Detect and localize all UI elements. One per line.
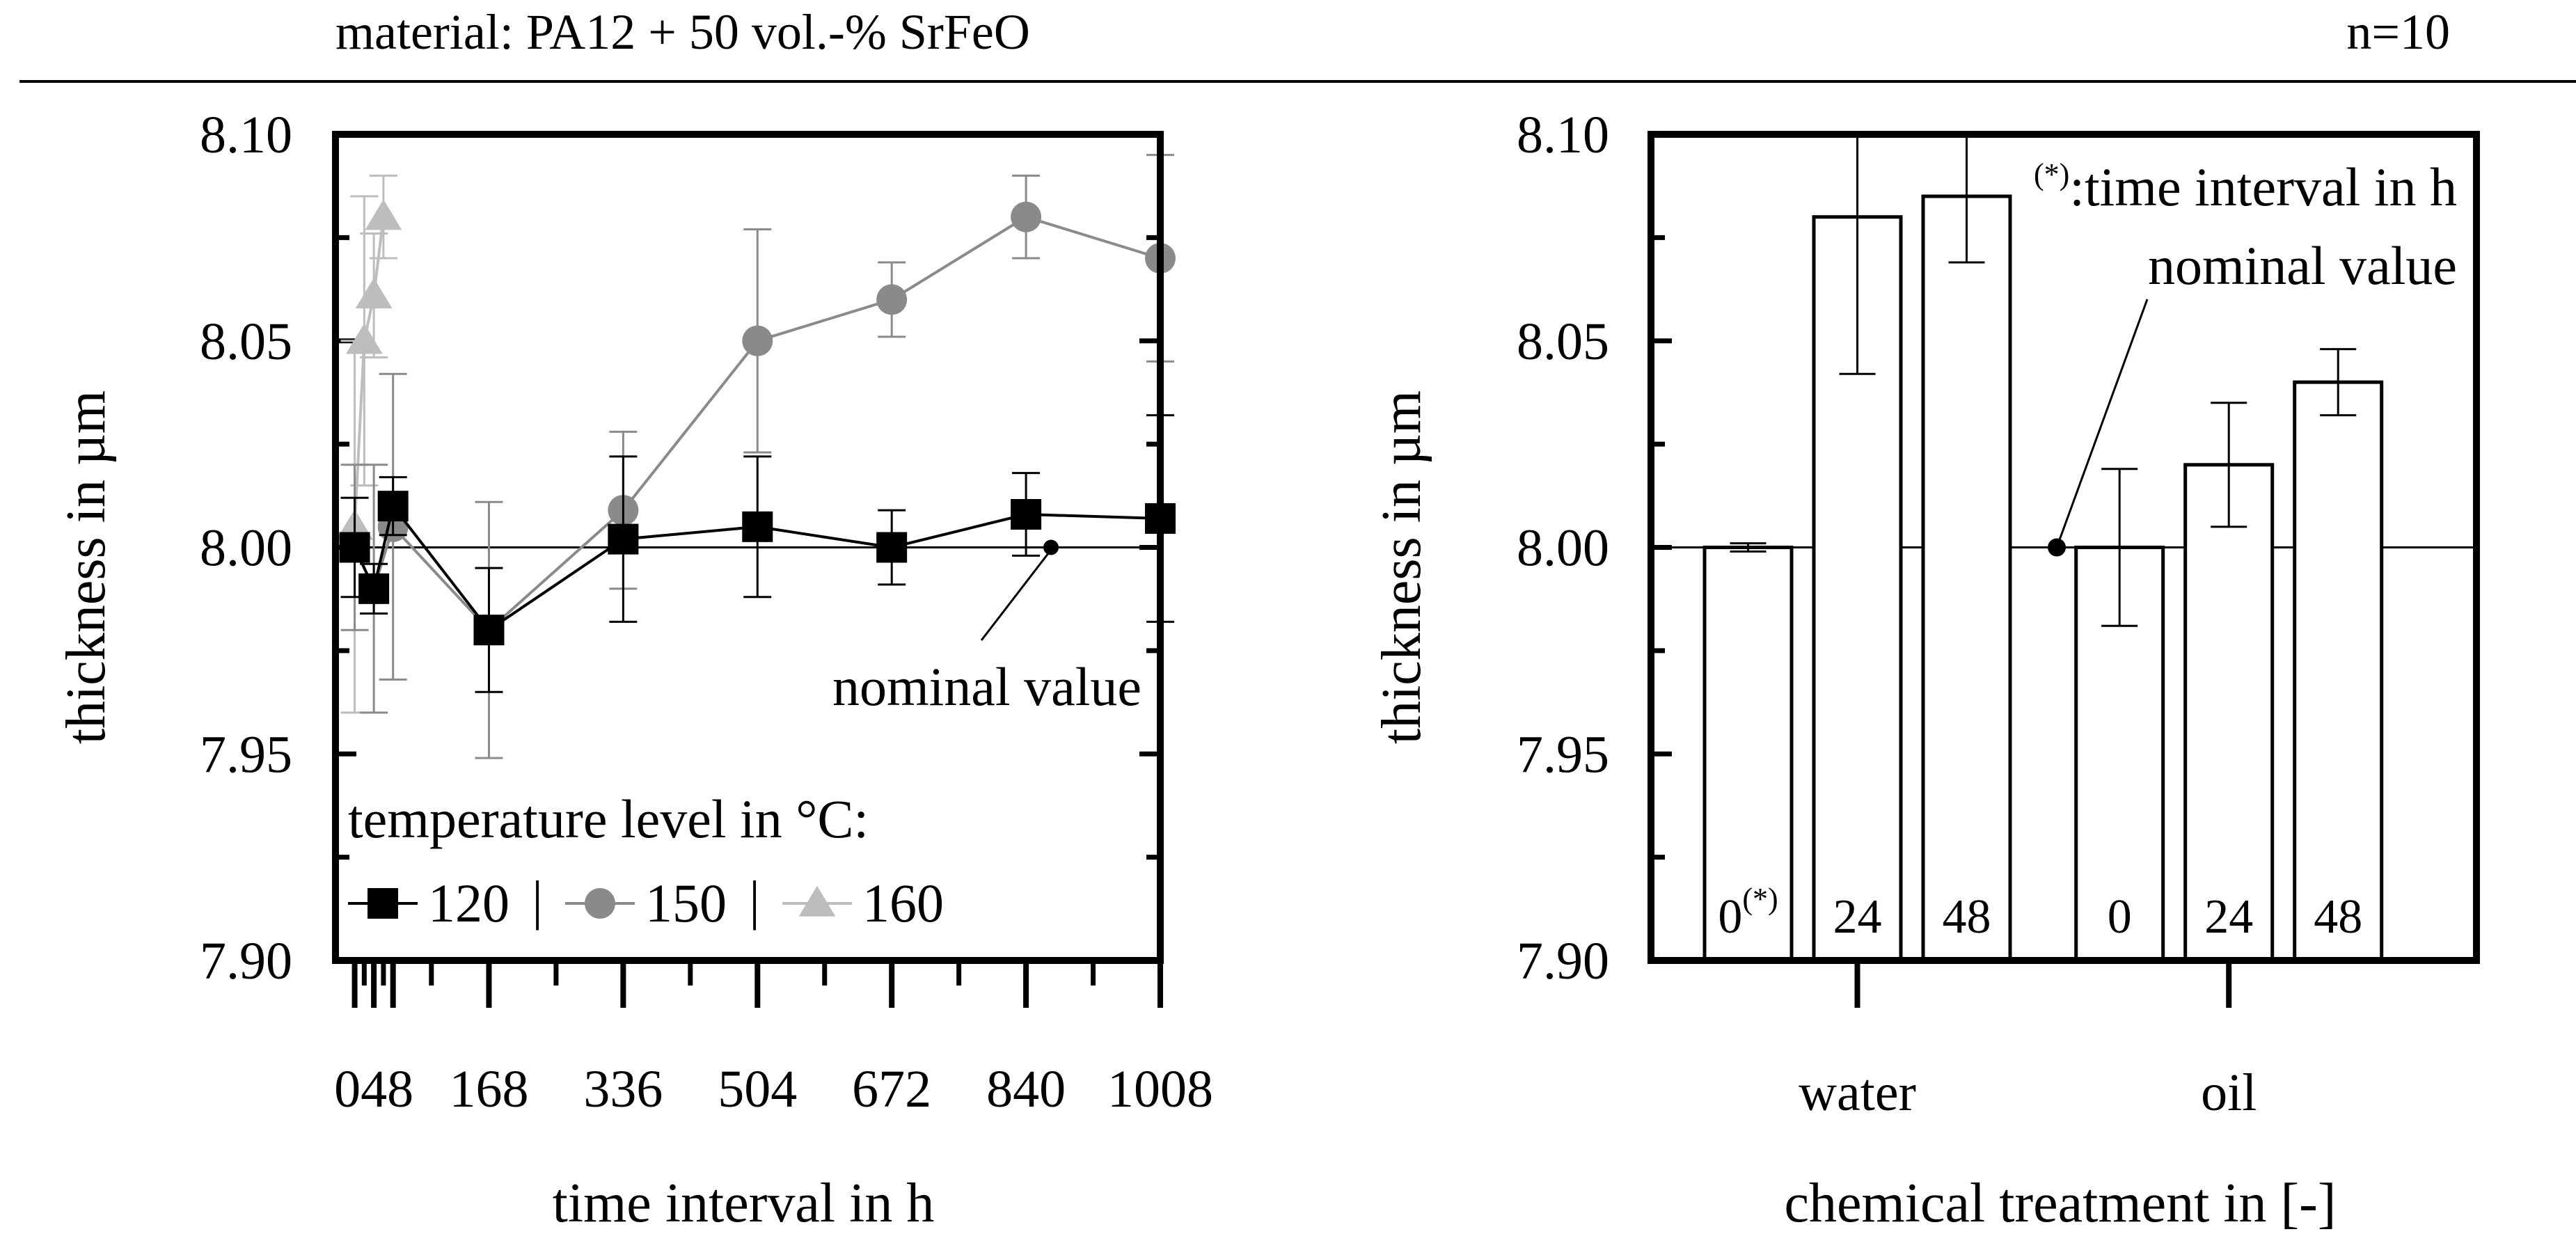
right-nominal-dot	[2048, 538, 2066, 557]
series-150-point	[742, 325, 773, 356]
left-x-tick-label: 168	[449, 1060, 528, 1118]
bar-water-48	[1921, 194, 2012, 963]
legend-160-label: 160	[862, 873, 944, 933]
bar-label: 48	[1943, 890, 1991, 944]
left-y-tick-label: 7.95	[200, 725, 292, 784]
bar-label: 0(*)	[1718, 882, 1778, 944]
bar-label-value: 48	[1943, 890, 1991, 944]
annotation-asterisk: (*)	[2034, 157, 2069, 191]
right-y-tick-label: 8.00	[1517, 519, 1609, 578]
left-plot-frame	[332, 131, 1164, 964]
left-x-tick-label: 048	[334, 1060, 413, 1118]
right-x-group-label: water	[1799, 1063, 1916, 1122]
bar-label-value: 0	[2108, 890, 2132, 944]
series-120-point	[1011, 499, 1042, 530]
left-x-tick-label: 840	[986, 1060, 1066, 1118]
legend-150-label: 150	[645, 873, 727, 933]
left-y-tick-label: 7.90	[200, 932, 292, 990]
bar-label: 48	[2314, 890, 2362, 944]
right-y-tick-label: 8.10	[1517, 106, 1609, 164]
left-x-tick-label: 672	[852, 1060, 931, 1118]
left-nominal-label: nominal value	[832, 656, 1141, 717]
legend-separator: |	[749, 870, 760, 931]
series-150-point	[1011, 201, 1042, 232]
legend-separator: |	[532, 870, 543, 931]
bar-label: 24	[2204, 890, 2253, 944]
right-nominal-pointer	[2055, 299, 2149, 548]
bar-label: 0	[2108, 890, 2132, 944]
left-x-tick-label: 336	[583, 1060, 663, 1118]
left-legend-title: temperature level in °C:	[348, 789, 869, 849]
bar-oil-24	[2183, 463, 2275, 963]
left-x-axis-title: time interval in h	[553, 1173, 935, 1234]
right-x-axis-title: chemical treatment in [-]	[1785, 1173, 2337, 1234]
annotation-text: :time interval in h	[2069, 157, 2457, 217]
series-120-point	[876, 532, 908, 563]
left-x-tick-label: 504	[718, 1060, 797, 1118]
bar-label-value: 24	[1833, 890, 1882, 944]
left-x-tick-label: 1008	[1107, 1060, 1213, 1118]
series-150-point	[876, 284, 908, 315]
bar-label-value: 0	[1718, 890, 1742, 944]
series-120-point	[473, 615, 505, 646]
series-120-point	[339, 532, 370, 563]
left-y-tick-label: 8.10	[200, 106, 292, 164]
left-nominal-pointer	[980, 549, 1052, 641]
left-y-tick-label: 8.00	[200, 519, 292, 578]
series-160-point	[365, 199, 402, 230]
legend-120-marker	[368, 888, 398, 919]
bar-label-value: 24	[2204, 890, 2253, 944]
legend-120-label: 120	[428, 873, 509, 933]
left-nominal-dot	[1043, 539, 1059, 555]
left-y-tick-label: 8.05	[200, 312, 292, 371]
series-120-point	[377, 491, 409, 522]
right-y-tick-label: 7.90	[1517, 932, 1609, 990]
right-y-tick-label: 7.95	[1517, 725, 1609, 784]
series-160-line	[353, 216, 385, 527]
bar-label-superscript: (*)	[1742, 882, 1778, 916]
right-annotation: (*):time interval in h	[2034, 157, 2457, 217]
legend-160-marker	[798, 885, 836, 917]
right-x-group-label: oil	[2201, 1063, 2257, 1122]
left-y-axis-title: thickness in µm	[56, 390, 117, 744]
legend-150-marker	[585, 888, 615, 919]
bar-water-0	[1702, 546, 1794, 963]
right-plot-frame	[1647, 131, 2480, 964]
right-y-tick-label: 8.05	[1517, 312, 1609, 371]
material-label: material: PA12 + 50 vol.-% SrFeO	[335, 4, 1030, 60]
sample-size-label: n=10	[2346, 4, 2450, 60]
left-chart-panel: time interval in h thickness in µm nomin…	[56, 106, 1213, 1234]
series-120-point	[608, 523, 639, 555]
right-y-axis-title: thickness in µm	[1371, 390, 1432, 744]
right-chart-panel: chemical treatment in [-] thickness in µ…	[1371, 106, 2480, 1234]
right-nominal-label: nominal value	[2148, 235, 2457, 296]
bar-label-value: 48	[2314, 890, 2362, 944]
bar-label: 24	[1833, 890, 1882, 944]
series-120-point	[358, 573, 390, 604]
bar-oil-48	[2293, 380, 2384, 963]
series-160-point	[355, 278, 393, 309]
series-120-point	[742, 511, 773, 542]
